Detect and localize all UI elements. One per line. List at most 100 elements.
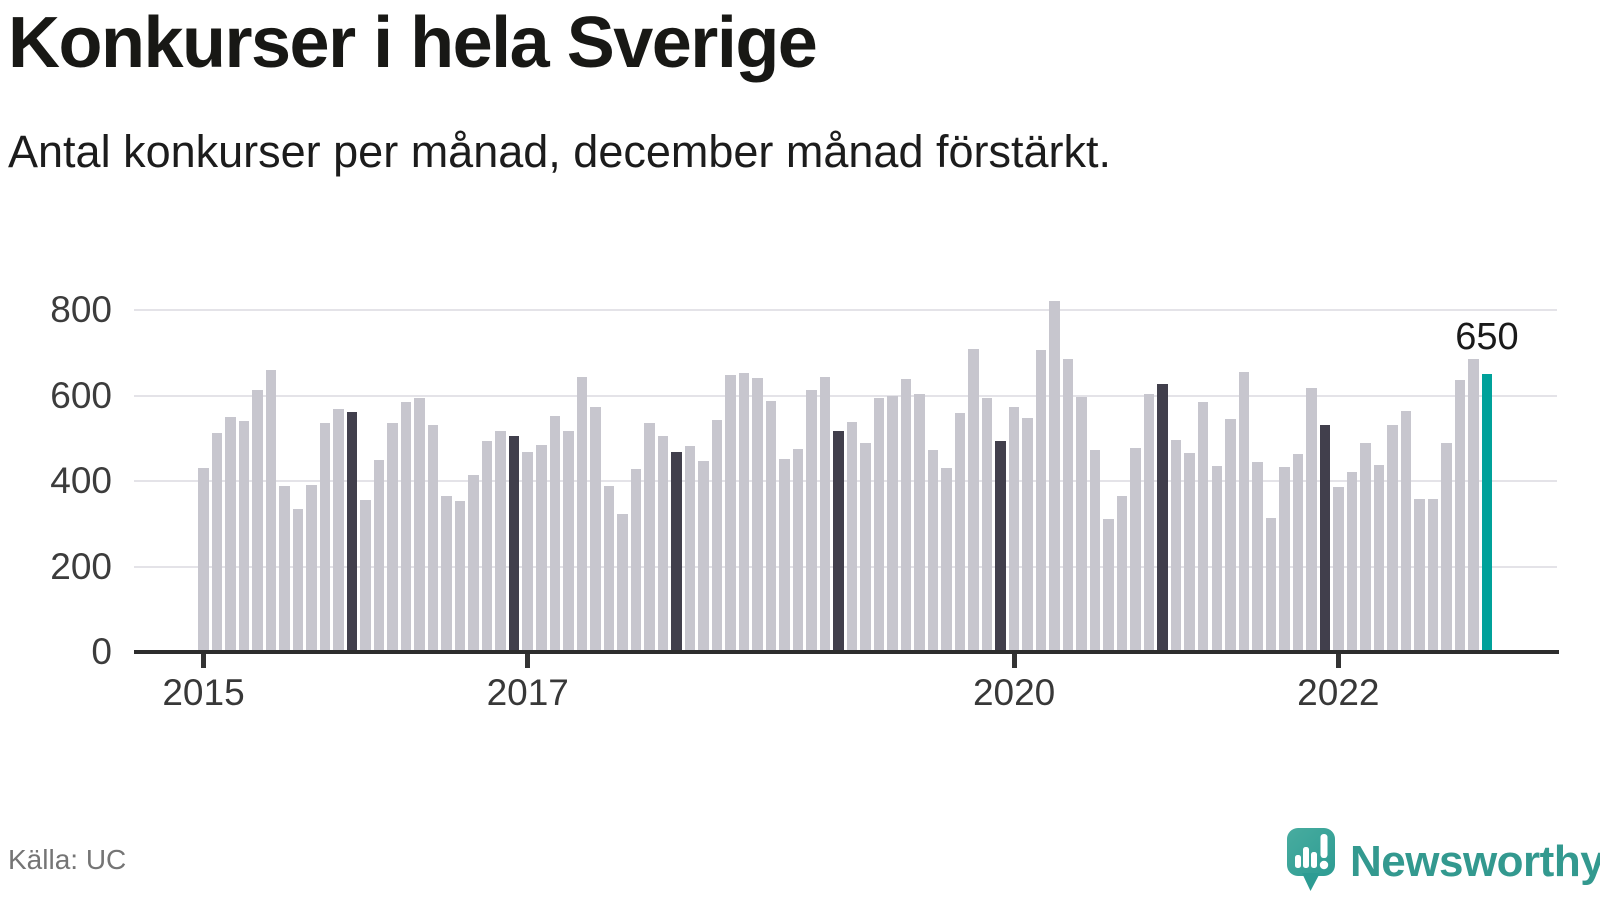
- highlight-value-label: 650: [1455, 316, 1519, 359]
- bar-2017-06: [590, 407, 601, 652]
- bar-2021-03: [1197, 401, 1209, 652]
- bar-2016-11: [495, 431, 506, 652]
- x-axis-tick-label: 2020: [972, 672, 1056, 713]
- gridline-200: [134, 565, 1557, 568]
- bar-2022-09: [1441, 442, 1452, 652]
- x-axis-tick-label: 2015: [162, 672, 245, 713]
- bar-2022-04: [1373, 464, 1385, 652]
- bar-2018-08: [779, 458, 790, 652]
- bar-2019-05: [900, 378, 912, 652]
- bar-2022-08: [1427, 498, 1439, 652]
- x-axis-tick: [1011, 654, 1017, 668]
- bar-2020-07: [1089, 449, 1101, 652]
- bar-2020-04: [1049, 301, 1060, 652]
- y-axis-tick-label: 600: [50, 374, 112, 416]
- bar-2018-04: [725, 374, 736, 652]
- bar-2020-08: [1103, 519, 1114, 652]
- bar-2019-09: [954, 413, 966, 652]
- bar-2018-09: [792, 448, 804, 652]
- bar-2020-09: [1116, 495, 1128, 652]
- x-axis-tick: [201, 654, 206, 668]
- bar-2020-10: [1130, 448, 1141, 652]
- bar-2017-07: [603, 486, 615, 652]
- bar-2018-07: [765, 400, 777, 652]
- bar-2019-04: [887, 396, 898, 652]
- bar-2016-03: [387, 422, 398, 652]
- bar-2022-03: [1360, 442, 1371, 652]
- bar-2019-07: [927, 449, 939, 652]
- bar-2022-11: [1468, 358, 1479, 652]
- gridline-800: [134, 309, 1557, 311]
- bar-2022-02: [1346, 472, 1358, 652]
- bar-2019-06: [914, 393, 925, 652]
- bar-2019-03: [873, 398, 885, 652]
- bar-2019-12: [995, 440, 1006, 652]
- bar-2021-05: [1225, 419, 1236, 652]
- bar-2021-12: [1319, 425, 1331, 652]
- bar-2020-12: [1157, 383, 1168, 652]
- bar-2016-09: [468, 474, 479, 652]
- bar-2015-11: [333, 409, 344, 652]
- gridline-600: [134, 394, 1557, 397]
- y-axis-tick-label: 0: [91, 631, 112, 672]
- bar-2016-06: [427, 425, 439, 652]
- bar-2017-05: [576, 377, 588, 652]
- bar-2015-09: [306, 485, 317, 652]
- bar-2015-04: [238, 421, 250, 652]
- bar-2021-11: [1306, 388, 1317, 652]
- bar-2022-06: [1400, 410, 1412, 652]
- bar-2022-05: [1387, 425, 1398, 652]
- bar-2017-03: [549, 415, 560, 652]
- bar-2021-06: [1238, 372, 1250, 652]
- x-axis-tick: [1335, 654, 1341, 668]
- bar-2016-01: [360, 500, 371, 652]
- bar-2021-07: [1252, 462, 1263, 652]
- newsworthy-wordmark: Newsworthy: [1350, 837, 1600, 886]
- bar-2016-02: [373, 459, 385, 652]
- bar-2018-05: [738, 373, 750, 652]
- y-axis-tick-label: 200: [50, 545, 112, 587]
- bar-2020-06: [1076, 397, 1087, 652]
- newsworthy-logo: Newsworthy: [1286, 827, 1600, 896]
- bar-2020-11: [1143, 393, 1155, 652]
- bar-2020-01: [1008, 406, 1020, 652]
- bar-2018-03: [711, 419, 723, 652]
- y-axis-tick-label: 800: [50, 289, 112, 330]
- bar-2017-10: [644, 422, 655, 652]
- x-axis-tick-label: 2022: [1297, 672, 1380, 713]
- bar-2017-12: [671, 452, 682, 652]
- bar-2017-02: [536, 444, 547, 652]
- bar-2018-11: [819, 377, 831, 652]
- bar-2017-11: [657, 435, 669, 652]
- bar-2016-07: [441, 495, 452, 652]
- bar-2016-05: [414, 398, 425, 652]
- bar-2016-12: [508, 435, 520, 652]
- bar-2021-09: [1279, 466, 1290, 652]
- bar-2020-03: [1035, 350, 1047, 652]
- bar-2017-08: [617, 513, 628, 652]
- bar-2019-10: [968, 348, 979, 652]
- bar-2015-05: [252, 389, 263, 652]
- bar-2018-01: [684, 446, 696, 652]
- bar-2021-04: [1211, 466, 1222, 652]
- bar-2016-10: [481, 440, 493, 652]
- bar-2016-04: [400, 402, 412, 652]
- bar-2019-01: [846, 422, 858, 652]
- bar-2015-08: [292, 508, 304, 652]
- bar-2020-02: [1022, 417, 1033, 652]
- x-axis-tick: [525, 654, 531, 668]
- bar-2015-02: [211, 433, 223, 652]
- bar-2015-01: [198, 468, 209, 652]
- gridline-400: [134, 480, 1557, 482]
- bar-2015-10: [319, 423, 331, 652]
- bar-2015-06: [265, 369, 277, 652]
- bar-2021-08: [1265, 517, 1277, 652]
- bar-2019-02: [860, 443, 871, 652]
- bar-2021-02: [1184, 452, 1195, 652]
- bar-2015-07: [279, 486, 290, 652]
- bar-2020-05: [1062, 359, 1074, 652]
- bar-2022-07: [1414, 498, 1425, 652]
- bar-2022-10: [1454, 379, 1466, 652]
